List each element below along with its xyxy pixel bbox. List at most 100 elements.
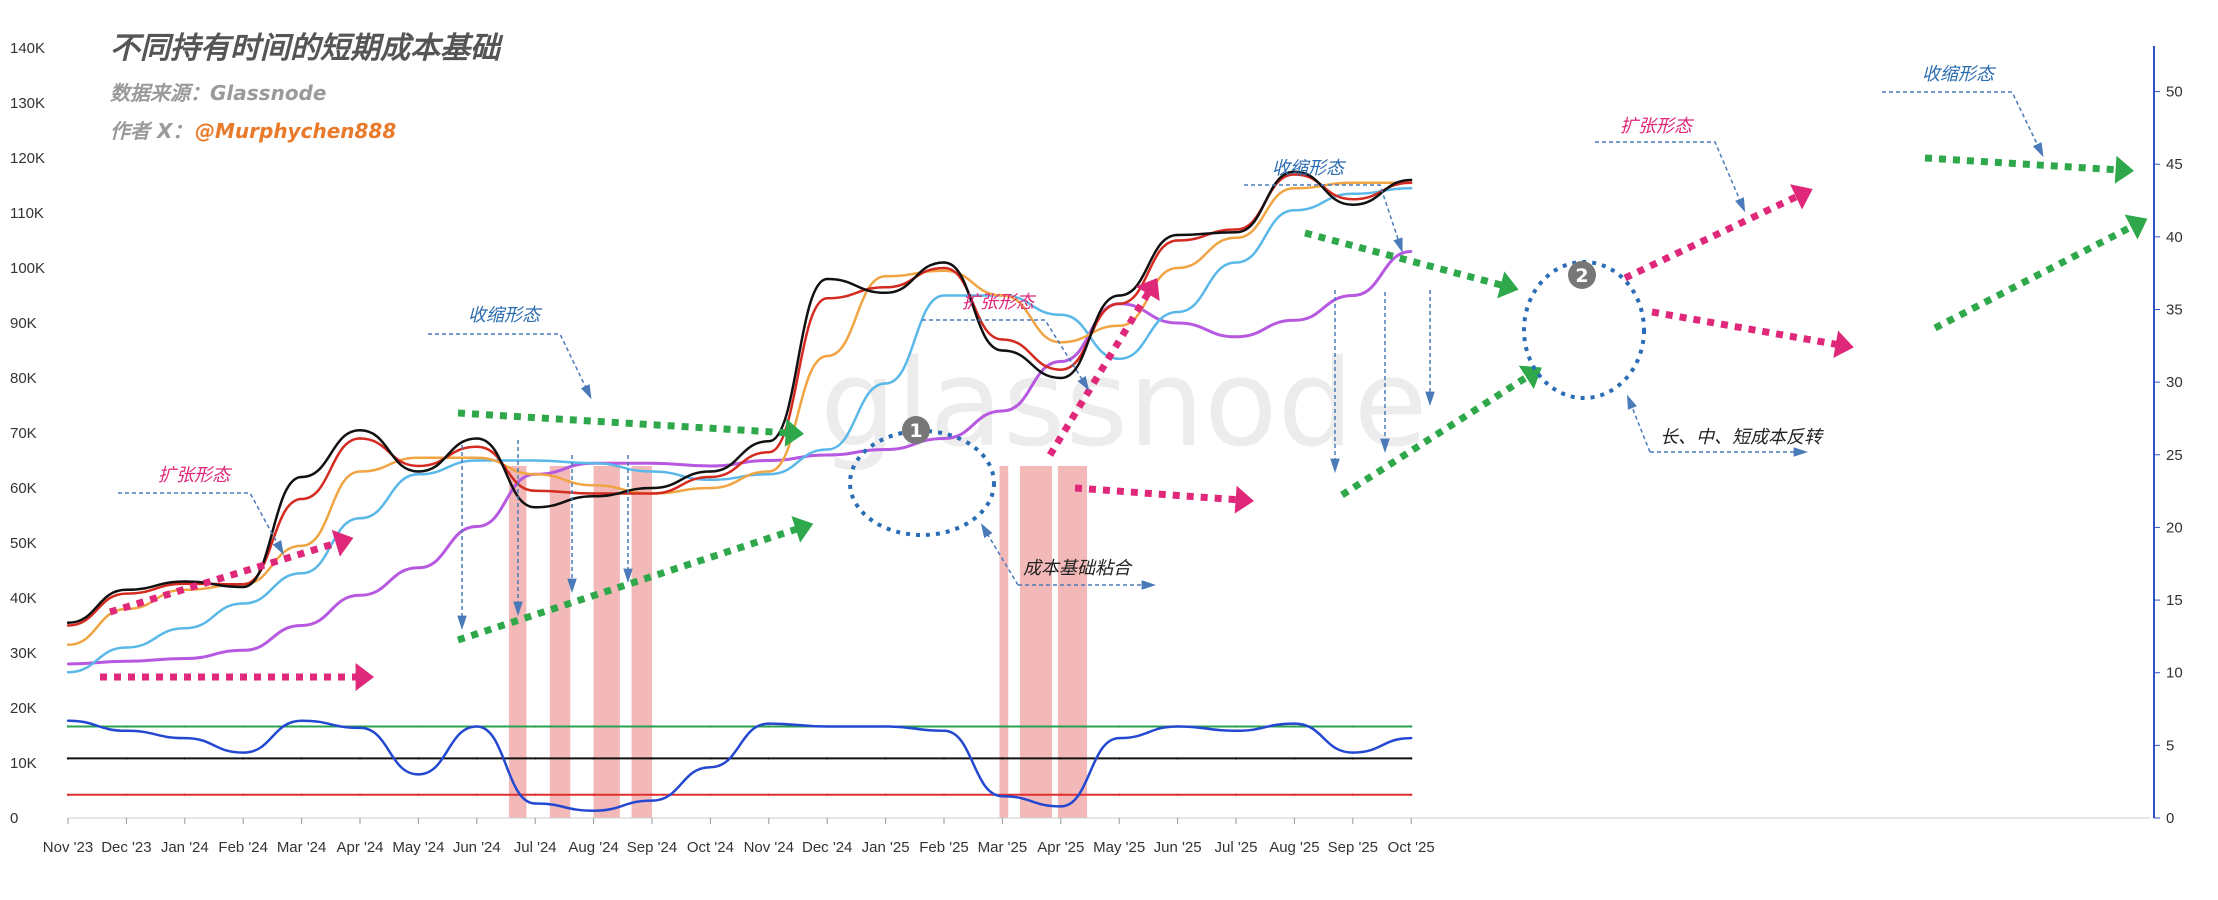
leader-line — [118, 492, 281, 549]
contraction-arrow — [1340, 372, 1532, 498]
purple_sth-point — [709, 464, 712, 468]
x-tick-label: Mar '24 — [277, 839, 327, 856]
contraction-arrow-head — [1497, 271, 1519, 299]
price-point — [709, 470, 712, 473]
y-left-tick-label: 60K — [10, 480, 37, 497]
expansion-arrow-head — [331, 529, 354, 557]
orange_sth-point — [1234, 236, 1238, 239]
orange_sth-point — [709, 486, 712, 490]
orange_sth-point — [1001, 294, 1004, 297]
purple_sth-point — [650, 462, 654, 465]
contraction-arrow-head — [784, 418, 804, 447]
purple_sth-point — [826, 453, 829, 457]
x-tick-label: Nov '24 — [744, 839, 794, 856]
orange_sth-point — [358, 470, 362, 473]
blue_sth-point — [417, 473, 420, 476]
green_level-point — [592, 725, 595, 728]
x-tick-label: May '25 — [1093, 839, 1145, 856]
gap-arrow-head — [513, 601, 523, 616]
y-right-tick-label: 40 — [2166, 229, 2183, 246]
oscillator-point — [358, 726, 362, 730]
short_sth-point — [1234, 228, 1238, 231]
gap-arrow-head — [457, 615, 467, 630]
y-left-tick-label: 100K — [10, 260, 45, 277]
arrows — [100, 91, 2148, 691]
oscillator-point — [1351, 751, 1355, 754]
black_level-point — [125, 757, 128, 760]
oscillator-levels — [66, 725, 1413, 796]
green_level-point — [767, 725, 770, 728]
leader-line-head — [1627, 394, 1637, 410]
blue_sth-point — [358, 517, 362, 520]
contraction-arrow-head — [791, 516, 814, 543]
x-tick-label: Sep '24 — [627, 839, 677, 856]
price-point — [650, 486, 654, 490]
leader-line-head — [1735, 197, 1746, 213]
short_sth-point — [1059, 368, 1063, 371]
blue_sth-point — [125, 646, 128, 649]
x-tick-label: Feb '24 — [218, 839, 268, 856]
x-tick-label: Jun '24 — [453, 839, 501, 856]
x-tick-label: Dec '24 — [802, 839, 852, 856]
blue_sth-point — [1293, 209, 1296, 212]
blue_sth-point — [650, 470, 654, 473]
oscillator-line — [67, 719, 1412, 812]
short_sth-point — [884, 286, 887, 289]
red_level-point — [300, 793, 303, 796]
purple_sth-point — [125, 660, 128, 663]
oscillator-point — [300, 719, 303, 722]
green_level-point — [242, 725, 245, 728]
chart-title: 不同持有时间的短期成本基础 — [110, 31, 504, 66]
badge-1 — [902, 416, 930, 444]
short_sth-point — [125, 592, 128, 595]
shaded-range — [508, 466, 527, 818]
x-tick-label: Jun '25 — [1154, 839, 1202, 856]
blue_sth-point — [534, 459, 537, 462]
badge-1-label: 1 — [909, 420, 922, 442]
short_sth-point — [1293, 173, 1296, 176]
short_sth-point — [1176, 239, 1179, 242]
price-point — [66, 621, 70, 624]
y-right-tick-label: 45 — [2166, 156, 2183, 173]
y-left-tick-label: 140K — [10, 40, 45, 57]
purple_sth-point — [242, 649, 245, 652]
y-right-tick-label: 20 — [2166, 519, 2183, 536]
leader-line — [984, 529, 1019, 586]
x-tick-label: Apr '24 — [336, 839, 383, 856]
expansion-arrow-head — [1833, 330, 1854, 359]
y-right-tick-label: 30 — [2166, 374, 2183, 391]
black_level-point — [1001, 757, 1004, 760]
red_level-point — [534, 793, 537, 796]
black_level-point — [417, 757, 420, 760]
green_level-point — [942, 725, 946, 728]
orange_sth-point — [183, 588, 186, 591]
red_level-point — [1059, 793, 1063, 796]
expansion-arrow-head — [1135, 278, 1160, 302]
leader-line — [1595, 141, 1743, 206]
leader-line-head — [1141, 580, 1156, 590]
black_level-point — [592, 757, 595, 760]
oscillator-point — [534, 802, 537, 805]
orange_sth-point — [1118, 324, 1121, 327]
red_level-point — [1176, 793, 1179, 796]
blue_sth-point — [475, 459, 478, 462]
blue_sth-point — [767, 473, 770, 476]
blue_sth-point — [1118, 357, 1121, 360]
oscillator-point — [709, 765, 712, 769]
blue_sth-point — [884, 382, 887, 385]
purple_sth-point — [358, 594, 362, 597]
green_level-point — [1410, 725, 1413, 728]
black_level-point — [650, 757, 654, 760]
leader-line-head — [2032, 142, 2044, 158]
price-point — [1059, 376, 1063, 380]
contraction-arrow — [457, 409, 791, 437]
y-right-tick-label: 10 — [2166, 665, 2183, 682]
orange_sth-point — [884, 275, 887, 278]
leader-line — [1882, 91, 2041, 151]
contraction-arrow-head — [1518, 365, 1542, 390]
red_level-point — [826, 793, 829, 796]
orange_sth-point — [592, 484, 595, 487]
x-tick-label: Aug '24 — [568, 839, 618, 856]
red_level-point — [475, 793, 478, 796]
